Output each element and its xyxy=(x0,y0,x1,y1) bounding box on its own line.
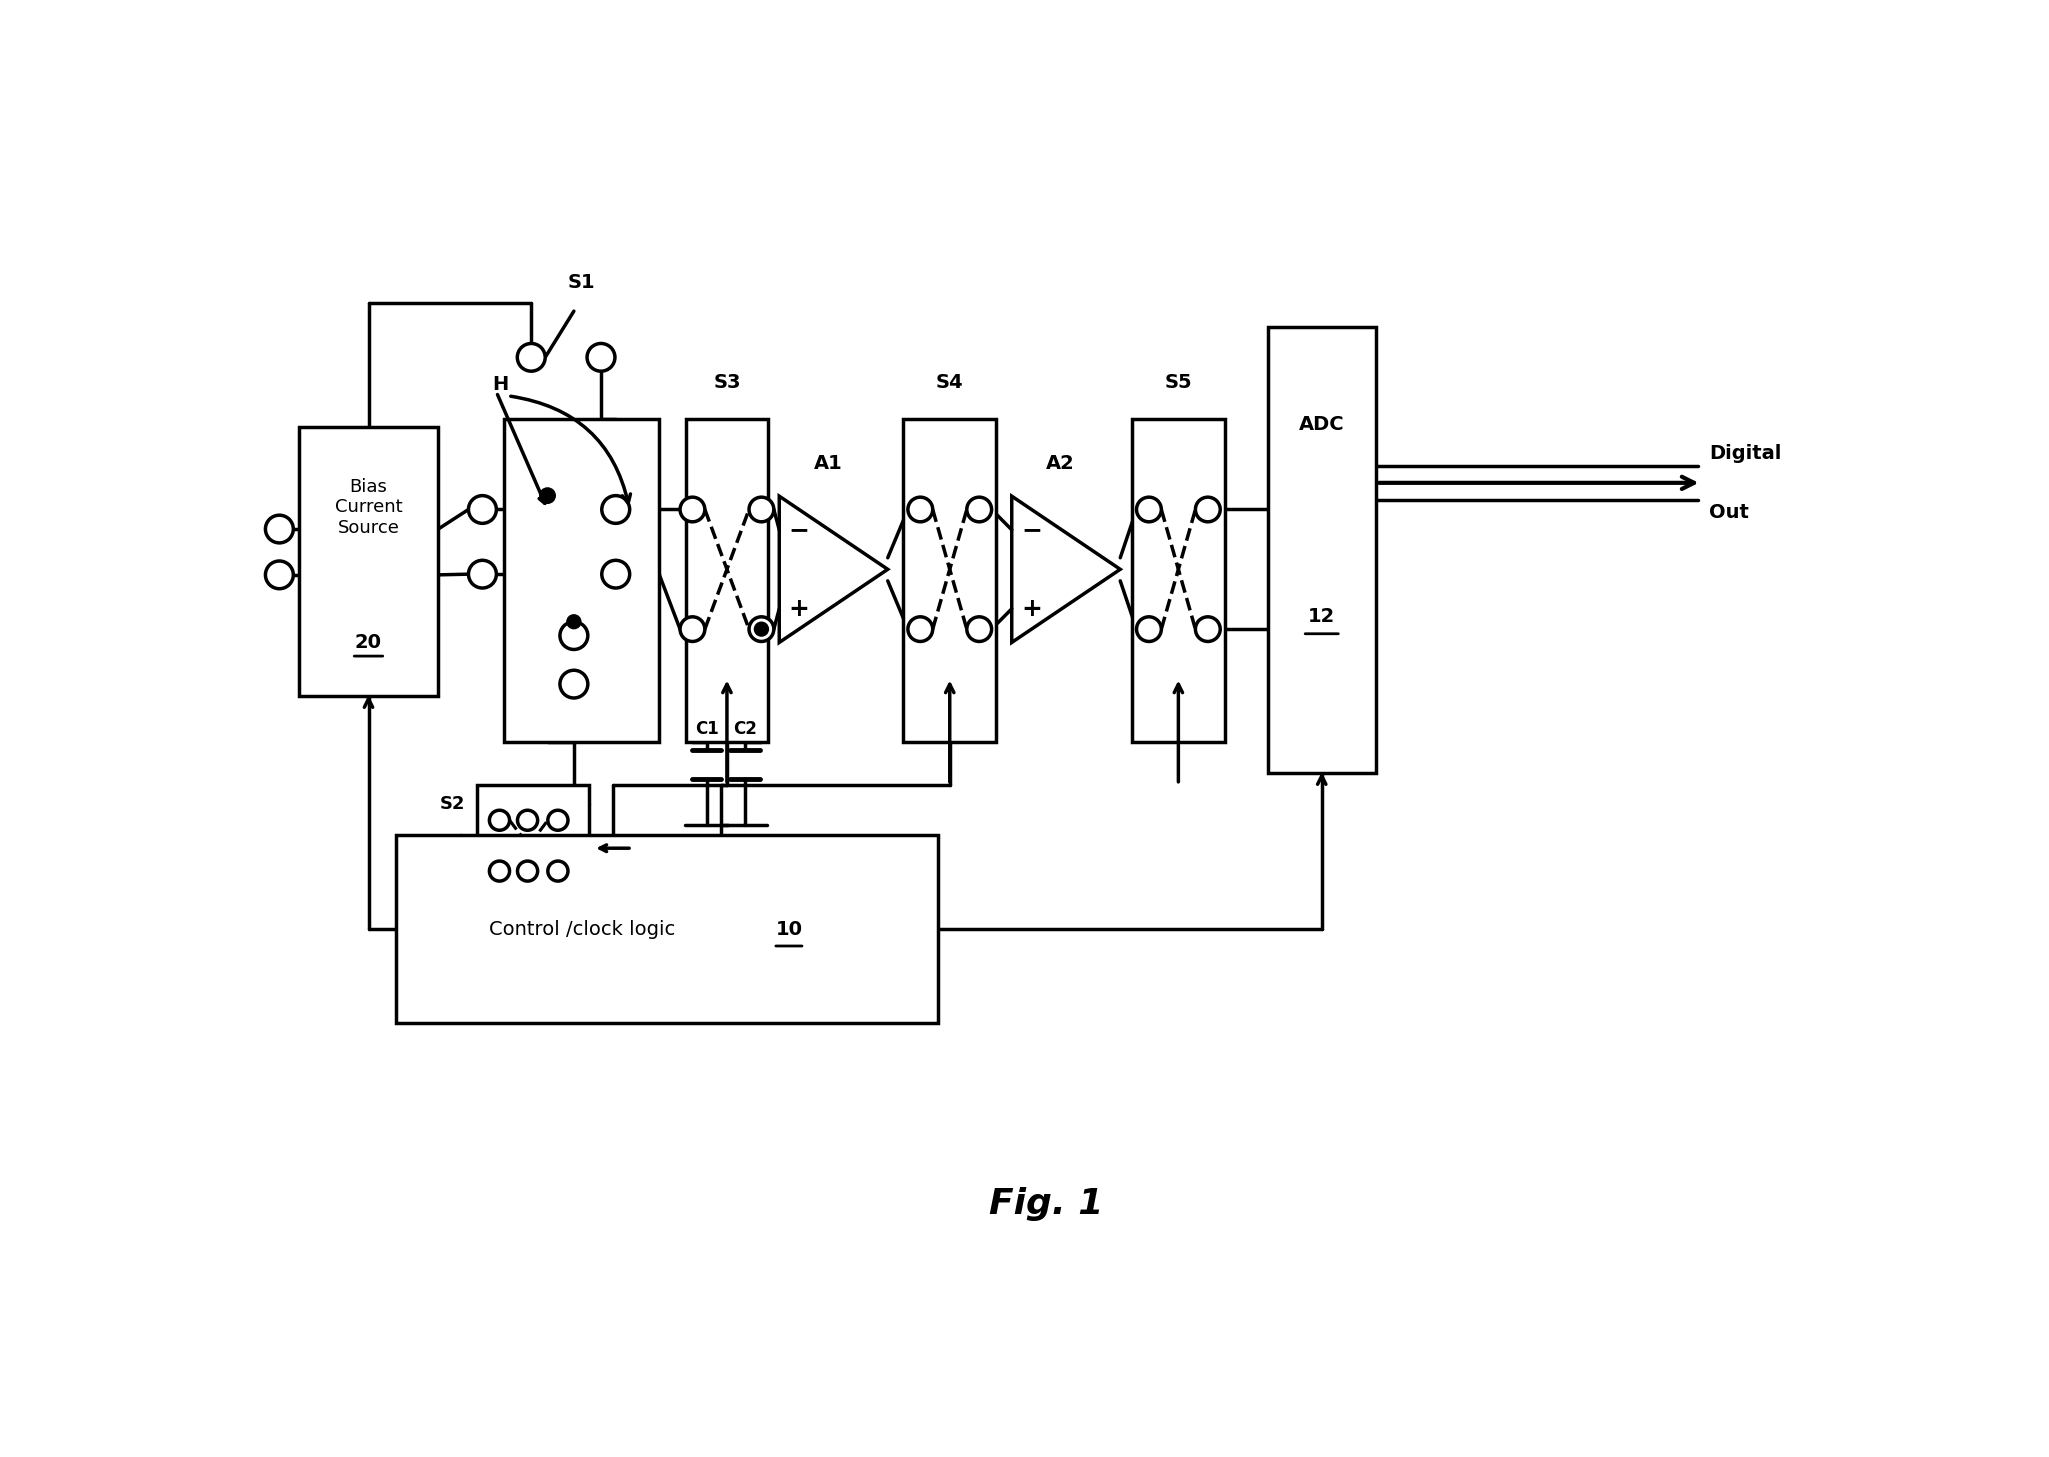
Circle shape xyxy=(680,497,705,522)
Circle shape xyxy=(559,622,588,650)
Text: 20: 20 xyxy=(354,632,381,651)
Circle shape xyxy=(266,561,293,589)
Circle shape xyxy=(469,561,496,589)
Circle shape xyxy=(539,488,555,503)
Bar xyxy=(904,420,996,742)
Circle shape xyxy=(602,495,629,523)
Bar xyxy=(477,785,590,912)
Circle shape xyxy=(1195,616,1221,641)
Circle shape xyxy=(750,616,775,641)
Circle shape xyxy=(266,516,293,543)
Text: 10: 10 xyxy=(775,919,803,938)
Text: Fig. 1: Fig. 1 xyxy=(990,1187,1104,1221)
Bar xyxy=(395,835,938,1023)
Bar xyxy=(299,427,438,696)
Text: ADC: ADC xyxy=(1299,415,1344,434)
Bar xyxy=(504,420,660,742)
Text: S5: S5 xyxy=(1164,373,1193,392)
Text: 12: 12 xyxy=(1307,608,1336,627)
Bar xyxy=(1268,326,1377,774)
Circle shape xyxy=(490,810,510,830)
Circle shape xyxy=(1137,616,1162,641)
Circle shape xyxy=(518,861,537,881)
Text: A1: A1 xyxy=(813,455,842,474)
Circle shape xyxy=(547,810,568,830)
Circle shape xyxy=(490,861,510,881)
Text: C2: C2 xyxy=(734,720,756,739)
Circle shape xyxy=(469,495,496,523)
Circle shape xyxy=(602,561,629,589)
Circle shape xyxy=(1195,497,1221,522)
Text: C1: C1 xyxy=(695,720,719,739)
Text: S4: S4 xyxy=(936,373,963,392)
Text: S1: S1 xyxy=(568,272,596,291)
Circle shape xyxy=(568,615,580,628)
Text: Control /clock logic: Control /clock logic xyxy=(490,919,682,938)
Circle shape xyxy=(518,810,537,830)
Bar xyxy=(1131,420,1225,742)
Text: H: H xyxy=(492,374,508,393)
Text: A2: A2 xyxy=(1047,455,1076,474)
Text: +: + xyxy=(1020,597,1043,621)
Circle shape xyxy=(516,344,545,372)
Text: S2: S2 xyxy=(441,794,465,813)
Text: S3: S3 xyxy=(713,373,740,392)
Circle shape xyxy=(559,670,588,698)
Circle shape xyxy=(908,497,932,522)
Circle shape xyxy=(588,344,615,372)
Text: Bias
Current
Source: Bias Current Source xyxy=(334,478,402,538)
Circle shape xyxy=(908,616,932,641)
Text: −: − xyxy=(789,517,809,542)
Circle shape xyxy=(547,861,568,881)
Circle shape xyxy=(680,616,705,641)
Circle shape xyxy=(967,497,992,522)
Circle shape xyxy=(1137,497,1162,522)
Bar xyxy=(686,420,768,742)
Text: −: − xyxy=(1020,517,1043,542)
Circle shape xyxy=(754,622,768,637)
Circle shape xyxy=(967,616,992,641)
Circle shape xyxy=(750,497,775,522)
Text: Digital: Digital xyxy=(1709,444,1783,463)
Text: +: + xyxy=(789,597,809,621)
Text: Out: Out xyxy=(1709,503,1750,522)
